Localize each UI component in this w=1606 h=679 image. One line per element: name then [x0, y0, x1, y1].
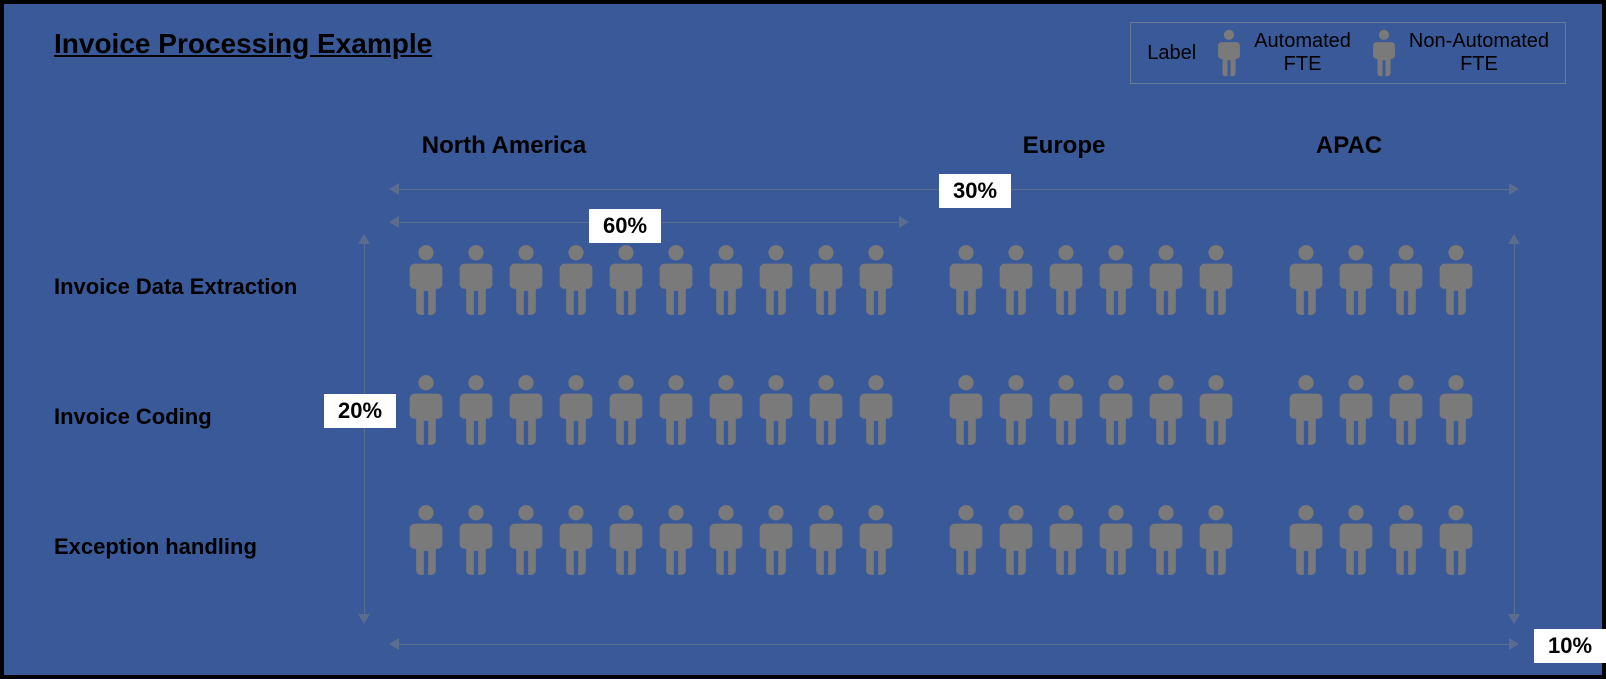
person-icon	[944, 504, 988, 576]
region-header-eu: Europe	[1023, 132, 1106, 160]
person-icon	[1044, 244, 1088, 316]
region-header-apac: APAC	[1316, 132, 1382, 160]
person-icon	[1194, 244, 1238, 316]
row-label-1: Invoice Coding	[54, 404, 212, 430]
person-icon	[654, 244, 698, 316]
person-icon	[804, 374, 848, 446]
person-icon	[704, 504, 748, 576]
pct-30: 30%	[939, 174, 1011, 208]
person-icon	[1044, 374, 1088, 446]
legend-box: Label AutomatedFTE Non-AutomatedFTE	[1130, 22, 1566, 84]
person-icon	[1094, 244, 1138, 316]
people-group-na	[404, 504, 898, 576]
person-icon	[604, 244, 648, 316]
page-title: Invoice Processing Example	[54, 28, 432, 60]
person-icon	[1284, 244, 1328, 316]
person-icon	[654, 504, 698, 576]
person-icon	[554, 504, 598, 576]
person-icon	[1284, 504, 1328, 576]
person-icon	[604, 374, 648, 446]
person-icon	[1144, 374, 1188, 446]
person-icon	[454, 244, 498, 316]
person-icon	[1434, 244, 1478, 316]
person-icon	[1094, 504, 1138, 576]
people-group-eu	[944, 244, 1238, 316]
person-icon	[854, 244, 898, 316]
person-icon	[1094, 374, 1138, 446]
person-icon	[1144, 244, 1188, 316]
person-icon	[1334, 504, 1378, 576]
row-label-0: Invoice Data Extraction	[54, 274, 297, 300]
person-icon	[1334, 244, 1378, 316]
person-icon	[1384, 374, 1428, 446]
person-icon	[854, 374, 898, 446]
person-icon	[754, 374, 798, 446]
person-icon	[404, 244, 448, 316]
legend-label: Label	[1147, 42, 1196, 65]
person-icon	[994, 244, 1038, 316]
person-icon	[1214, 29, 1244, 77]
person-icon	[994, 504, 1038, 576]
person-icon	[754, 504, 798, 576]
legend-text-automated: AutomatedFTE	[1254, 30, 1351, 76]
person-icon	[854, 504, 898, 576]
person-icon	[1384, 244, 1428, 316]
people-group-apac	[1284, 374, 1478, 446]
person-icon	[704, 374, 748, 446]
people-group-apac	[1284, 244, 1478, 316]
person-icon	[504, 374, 548, 446]
person-icon	[1369, 29, 1399, 77]
person-icon	[1044, 504, 1088, 576]
person-icon	[1194, 374, 1238, 446]
pct-60: 60%	[589, 209, 661, 243]
person-icon	[944, 374, 988, 446]
pct-20: 20%	[324, 394, 396, 428]
legend-item-automated: AutomatedFTE	[1214, 29, 1351, 77]
person-icon	[804, 244, 848, 316]
person-icon	[994, 374, 1038, 446]
row-label-2: Exception handling	[54, 534, 257, 560]
people-group-eu	[944, 504, 1238, 576]
person-icon	[504, 504, 548, 576]
region-header-na: North America	[422, 132, 586, 160]
people-group-na	[404, 374, 898, 446]
person-icon	[704, 244, 748, 316]
legend-text-nonautomated: Non-AutomatedFTE	[1409, 30, 1549, 76]
person-icon	[554, 244, 598, 316]
person-icon	[754, 244, 798, 316]
people-group-na	[404, 244, 898, 316]
person-icon	[454, 504, 498, 576]
person-icon	[454, 374, 498, 446]
person-icon	[654, 374, 698, 446]
person-icon	[804, 504, 848, 576]
person-icon	[1194, 504, 1238, 576]
pct-10: 10%	[1534, 629, 1606, 663]
person-icon	[504, 244, 548, 316]
person-icon	[1284, 374, 1328, 446]
diagram-canvas: Invoice Processing Example Label Automat…	[0, 0, 1606, 679]
person-icon	[1144, 504, 1188, 576]
person-icon	[404, 504, 448, 576]
person-icon	[604, 504, 648, 576]
person-icon	[1384, 504, 1428, 576]
person-icon	[1434, 374, 1478, 446]
person-icon	[1334, 374, 1378, 446]
person-icon	[554, 374, 598, 446]
person-icon	[404, 374, 448, 446]
people-group-apac	[1284, 504, 1478, 576]
people-group-eu	[944, 374, 1238, 446]
person-icon	[1434, 504, 1478, 576]
person-icon	[944, 244, 988, 316]
legend-item-nonautomated: Non-AutomatedFTE	[1369, 29, 1549, 77]
